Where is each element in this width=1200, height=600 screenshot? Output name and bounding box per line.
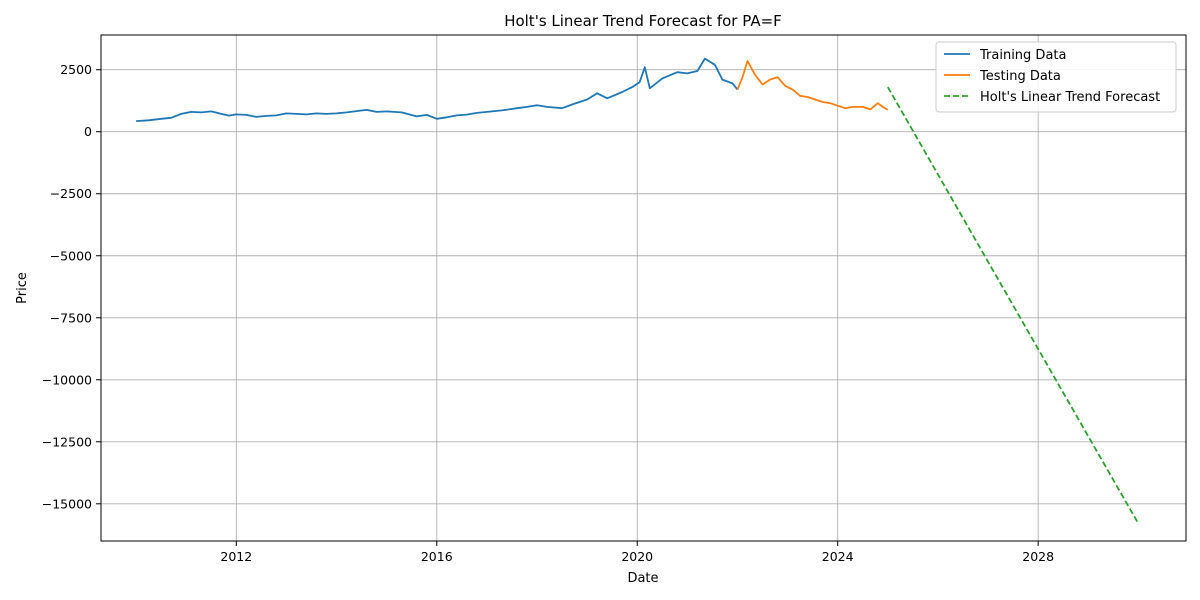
legend: Training Data Testing Data Holt's Linear… (935, 41, 1177, 113)
x-tick-label: 2024 (822, 549, 854, 564)
legend-box (935, 41, 1177, 113)
y-axis-title: Price (15, 272, 30, 304)
y-tick-label: −10000 (42, 372, 92, 387)
x-tick-label: 2020 (621, 549, 653, 564)
x-axis-ticks: 2012 2016 2020 2024 2028 (220, 541, 1054, 564)
y-tick-label: −15000 (42, 496, 92, 511)
x-tick-label: 2028 (1022, 549, 1054, 564)
y-tick-label: 0 (84, 124, 92, 139)
series-line-forecast (887, 86, 1140, 525)
chart-title: Holt's Linear Trend Forecast for PA=F (504, 12, 782, 30)
x-tick-label: 2012 (220, 549, 252, 564)
legend-label-forecast: Holt's Linear Trend Forecast (980, 90, 1160, 105)
y-tick-label: 2500 (60, 62, 92, 77)
legend-label-testing: Testing Data (979, 69, 1061, 84)
x-axis-title: Date (627, 571, 658, 586)
legend-label-training: Training Data (979, 48, 1066, 63)
y-axis-ticks: 2500 0 −2500 −5000 −7500 −10000 −12500 −15000 (42, 62, 101, 511)
y-tick-label: −2500 (50, 186, 92, 201)
x-tick-label: 2016 (421, 549, 453, 564)
y-tick-label: −5000 (50, 248, 92, 263)
y-tick-label: −12500 (42, 434, 92, 449)
series-layer (136, 57, 1140, 525)
series-line-training (136, 57, 739, 122)
plot-frame (100, 34, 1187, 542)
series-line-testing (736, 60, 889, 111)
y-tick-label: −7500 (50, 310, 92, 325)
grid-lines (101, 35, 1186, 541)
